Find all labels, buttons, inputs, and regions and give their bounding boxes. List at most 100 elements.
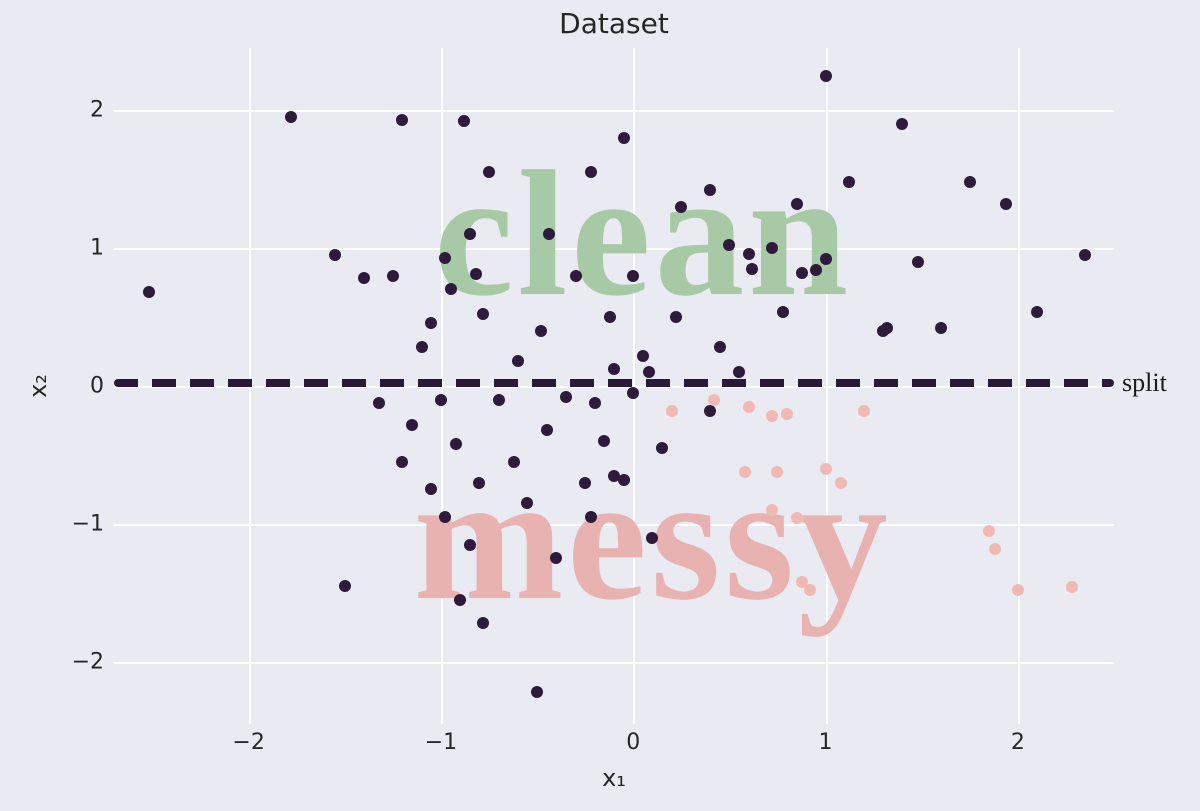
gridline-h xyxy=(114,110,1114,112)
scatter-point xyxy=(935,322,947,334)
scatter-point xyxy=(585,511,597,523)
scatter-point xyxy=(425,483,437,495)
split-label: split xyxy=(1122,368,1167,398)
scatter-point xyxy=(396,456,408,468)
scatter-point xyxy=(796,267,808,279)
scatter-point xyxy=(646,532,658,544)
scatter-point xyxy=(464,539,476,551)
x-axis-label: x₁ xyxy=(114,764,1114,792)
scatter-point xyxy=(425,317,437,329)
scatter-point xyxy=(618,474,630,486)
scatter-point xyxy=(743,248,755,260)
scatter-point xyxy=(964,176,976,188)
scatter-point xyxy=(820,70,832,82)
scatter-point xyxy=(1031,306,1043,318)
scatter-point xyxy=(445,283,457,295)
scatter-point xyxy=(285,111,297,123)
scatter-point xyxy=(766,410,778,422)
y-tick-label: 1 xyxy=(90,236,104,261)
scatter-point xyxy=(604,311,616,323)
y-tick-label: −1 xyxy=(72,511,104,536)
scatter-point xyxy=(396,114,408,126)
scatter-point xyxy=(766,504,778,516)
scatter-point xyxy=(804,584,816,596)
scatter-point xyxy=(733,366,745,378)
scatter-point xyxy=(598,435,610,447)
scatter-point xyxy=(450,438,462,450)
scatter-point xyxy=(439,511,451,523)
scatter-point xyxy=(820,253,832,265)
scatter-point xyxy=(983,525,995,537)
scatter-point xyxy=(439,252,451,264)
split-line xyxy=(114,379,1114,387)
scatter-point xyxy=(416,341,428,353)
scatter-point xyxy=(387,270,399,282)
scatter-point xyxy=(512,355,524,367)
scatter-point xyxy=(339,580,351,592)
scatter-point xyxy=(435,394,447,406)
scatter-point xyxy=(637,350,649,362)
scatter-point xyxy=(358,272,370,284)
scatter-point xyxy=(989,543,1001,555)
scatter-point xyxy=(835,477,847,489)
scatter-point xyxy=(493,394,505,406)
scatter-point xyxy=(541,424,553,436)
scatter-point xyxy=(704,405,716,417)
scatter-point xyxy=(579,477,591,489)
x-tick-label: 2 xyxy=(1011,730,1025,755)
scatter-point xyxy=(550,552,562,564)
scatter-point xyxy=(771,466,783,478)
scatter-point xyxy=(643,366,655,378)
scatter-point xyxy=(743,401,755,413)
scatter-point xyxy=(777,306,789,318)
scatter-point xyxy=(143,286,155,298)
scatter-point xyxy=(618,132,630,144)
figure: cleanmessy split Dataset x₁ x₂ −2−1012 −… xyxy=(0,0,1200,811)
scatter-point xyxy=(714,341,726,353)
scatter-point xyxy=(708,394,720,406)
scatter-point xyxy=(329,249,341,261)
scatter-point xyxy=(1000,198,1012,210)
annotation-clean: clean xyxy=(434,144,852,324)
y-tick-label: −2 xyxy=(72,649,104,674)
scatter-point xyxy=(508,456,520,468)
scatter-point xyxy=(570,270,582,282)
y-tick-label: 0 xyxy=(90,374,104,399)
gridline-h xyxy=(114,662,1114,664)
scatter-point xyxy=(521,497,533,509)
x-tick-label: −2 xyxy=(232,730,264,755)
scatter-point xyxy=(627,387,639,399)
scatter-point xyxy=(470,268,482,280)
scatter-point xyxy=(473,477,485,489)
scatter-point xyxy=(589,397,601,409)
y-tick-label: 2 xyxy=(90,98,104,123)
y-axis-label: x₂ xyxy=(24,374,52,398)
x-tick-label: 1 xyxy=(819,730,833,755)
scatter-point xyxy=(535,325,547,337)
scatter-point xyxy=(896,118,908,130)
scatter-point xyxy=(791,512,803,524)
scatter-point xyxy=(477,308,489,320)
scatter-point xyxy=(464,228,476,240)
scatter-point xyxy=(810,264,822,276)
scatter-point xyxy=(560,391,572,403)
scatter-point xyxy=(723,239,735,251)
scatter-point xyxy=(627,270,639,282)
scatter-point xyxy=(766,242,778,254)
plot-axes: cleanmessy split Dataset x₁ x₂ −2−1012 −… xyxy=(114,48,1114,724)
chart-title: Dataset xyxy=(114,7,1114,40)
scatter-point xyxy=(608,363,620,375)
scatter-point xyxy=(843,176,855,188)
scatter-point xyxy=(1012,584,1024,596)
scatter-point xyxy=(912,256,924,268)
scatter-point xyxy=(781,408,793,420)
scatter-point xyxy=(670,311,682,323)
scatter-point xyxy=(543,228,555,240)
scatter-point xyxy=(656,442,668,454)
scatter-point xyxy=(1066,581,1078,593)
scatter-point xyxy=(477,617,489,629)
scatter-point xyxy=(1079,249,1091,261)
scatter-point xyxy=(704,184,716,196)
scatter-point xyxy=(454,594,466,606)
scatter-point xyxy=(820,463,832,475)
